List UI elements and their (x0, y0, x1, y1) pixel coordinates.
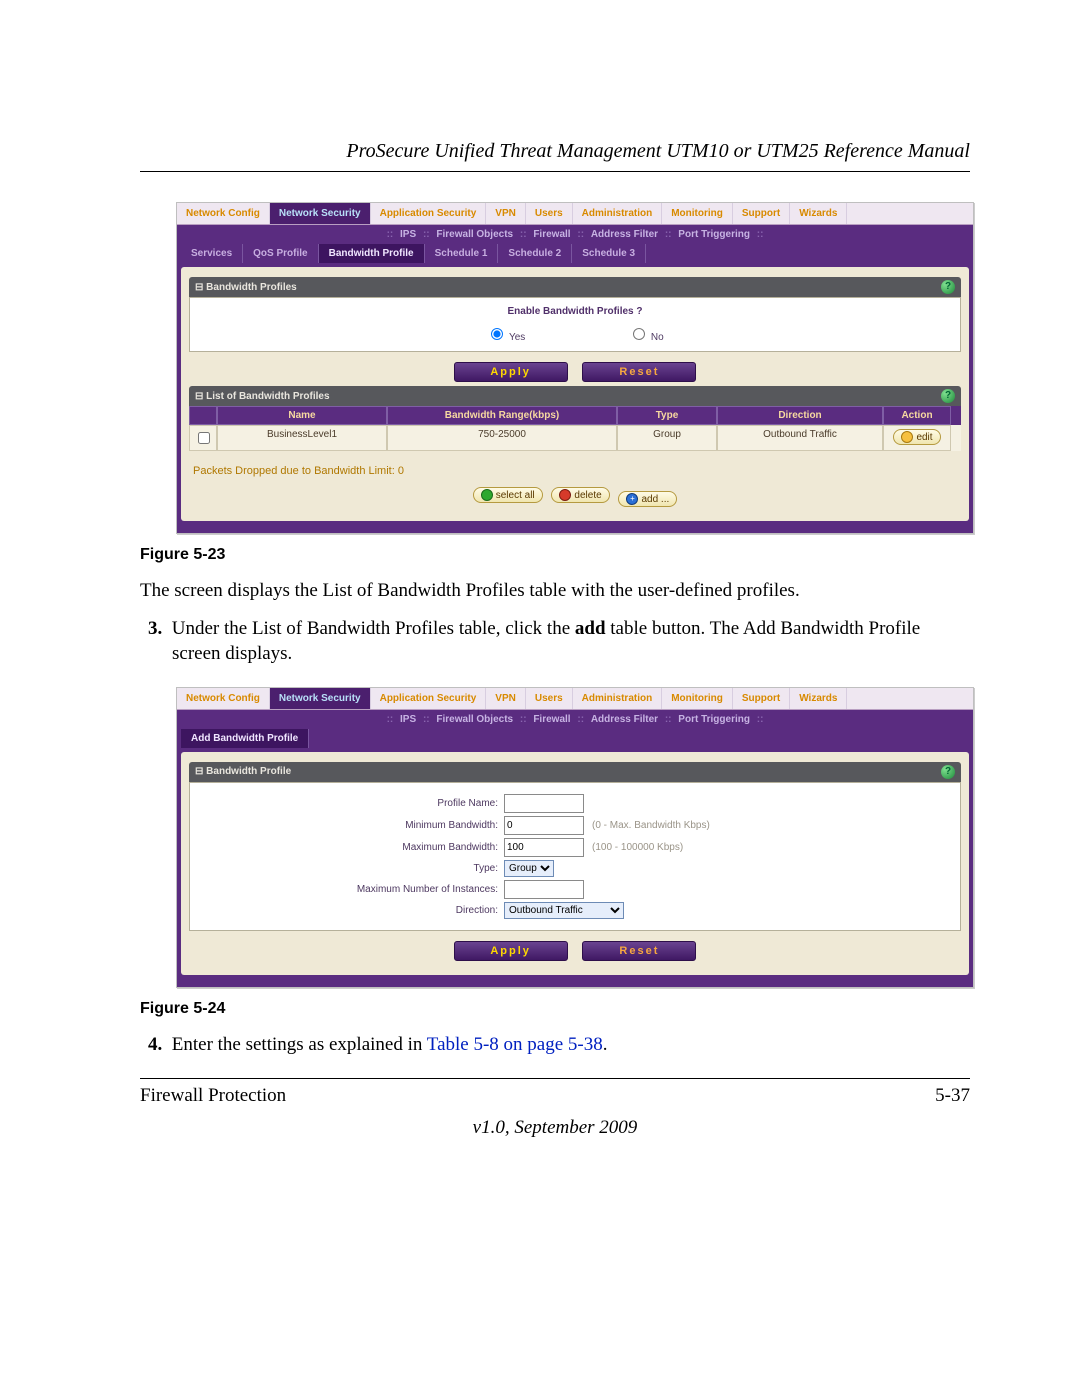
nav-vpn[interactable]: VPN (486, 203, 526, 224)
hint-min: (0 - Max. Bandwidth Kbps) (592, 820, 710, 831)
paragraph: The screen displays the List of Bandwidt… (140, 578, 970, 604)
nav-administration[interactable]: Administration (573, 688, 663, 709)
input-min-bandwidth[interactable] (504, 816, 584, 835)
nav-support[interactable]: Support (733, 203, 790, 224)
nav-wizards[interactable]: Wizards (790, 203, 847, 224)
help-icon[interactable]: ? (941, 280, 955, 294)
tab-schedule-2[interactable]: Schedule 2 (498, 244, 572, 263)
sub-nav: :: IPS :: Firewall Objects :: Firewall :… (177, 710, 973, 729)
cell-type: Group (617, 425, 717, 451)
table-link[interactable]: Table 5-8 on page 5-38 (427, 1034, 603, 1055)
label-profile-name: Profile Name: (198, 798, 504, 809)
col-direction: Direction (717, 406, 883, 425)
label-type: Type: (198, 863, 504, 874)
reset-button[interactable]: Reset (582, 941, 696, 961)
row-checkbox[interactable] (198, 432, 210, 444)
enable-question: Enable Bandwidth Profiles ? (198, 306, 952, 317)
input-max-instances[interactable] (504, 880, 584, 899)
section-bandwidth-profile: ⊟ Bandwidth Profile ? (189, 762, 961, 782)
subnav-port-triggering[interactable]: Port Triggering (678, 714, 750, 725)
tab-schedule-1[interactable]: Schedule 1 (425, 244, 499, 263)
add-button[interactable]: +add ... (618, 491, 677, 507)
subnav-ips[interactable]: IPS (400, 229, 416, 240)
nav-users[interactable]: Users (526, 688, 573, 709)
nav-users[interactable]: Users (526, 203, 573, 224)
footer-section: Firewall Protection (140, 1085, 286, 1107)
label-max-instances: Maximum Number of Instances: (198, 884, 504, 895)
subnav-firewall-objects[interactable]: Firewall Objects (436, 714, 513, 725)
subnav-address-filter[interactable]: Address Filter (591, 229, 658, 240)
input-profile-name[interactable] (504, 794, 584, 813)
label-direction: Direction: (198, 905, 504, 916)
tab-bar: Services QoS Profile Bandwidth Profile S… (181, 244, 969, 263)
sub-nav: :: IPS :: Firewall Objects :: Firewall :… (177, 225, 973, 244)
tab-schedule-3[interactable]: Schedule 3 (572, 244, 646, 263)
radio-no[interactable]: No (628, 332, 664, 343)
select-direction[interactable]: Outbound Traffic (504, 902, 624, 919)
cell-name: BusinessLevel1 (217, 425, 387, 451)
help-icon[interactable]: ? (941, 389, 955, 403)
footer-page: 5-37 (935, 1085, 970, 1107)
top-nav: Network Config Network Security Applicat… (177, 203, 973, 225)
col-name: Name (217, 406, 387, 425)
nav-monitoring[interactable]: Monitoring (662, 688, 733, 709)
nav-administration[interactable]: Administration (573, 203, 663, 224)
hint-max: (100 - 100000 Kbps) (592, 842, 683, 853)
screenshot-bandwidth-profiles: Network Config Network Security Applicat… (176, 202, 974, 534)
reset-button[interactable]: Reset (582, 362, 696, 382)
top-nav: Network Config Network Security Applicat… (177, 688, 973, 710)
subnav-port-triggering[interactable]: Port Triggering (678, 229, 750, 240)
subnav-firewall[interactable]: Firewall (533, 229, 570, 240)
nav-network-security[interactable]: Network Security (270, 203, 371, 224)
input-max-bandwidth[interactable] (504, 838, 584, 857)
nav-application-security[interactable]: Application Security (371, 688, 487, 709)
nav-network-config[interactable]: Network Config (177, 203, 270, 224)
cell-direction: Outbound Traffic (717, 425, 883, 451)
apply-button[interactable]: Apply (454, 362, 568, 382)
label-max-bandwidth: Maximum Bandwidth: (198, 842, 504, 853)
step-4: 4. Enter the settings as explained in Ta… (140, 1032, 970, 1058)
tab-qos-profile[interactable]: QoS Profile (243, 244, 318, 263)
nav-network-security[interactable]: Network Security (270, 688, 371, 709)
nav-support[interactable]: Support (733, 688, 790, 709)
table-row: BusinessLevel1 750-25000 Group Outbound … (189, 425, 961, 451)
step-3: 3. Under the List of Bandwidth Profiles … (140, 616, 970, 667)
cell-range: 750-25000 (387, 425, 617, 451)
subnav-address-filter[interactable]: Address Filter (591, 714, 658, 725)
tab-services[interactable]: Services (181, 244, 243, 263)
col-type: Type (617, 406, 717, 425)
tab-add-bandwidth-profile[interactable]: Add Bandwidth Profile (181, 729, 309, 748)
subnav-ips[interactable]: IPS (400, 714, 416, 725)
top-rule (140, 171, 970, 172)
apply-button[interactable]: Apply (454, 941, 568, 961)
nav-wizards[interactable]: Wizards (790, 688, 847, 709)
packets-dropped-label: Packets Dropped due to Bandwidth Limit: … (193, 465, 961, 477)
radio-yes[interactable]: Yes (486, 332, 525, 343)
help-icon[interactable]: ? (941, 765, 955, 779)
bottom-rule (140, 1078, 970, 1079)
subnav-firewall-objects[interactable]: Firewall Objects (436, 229, 513, 240)
select-all-button[interactable]: select all (473, 487, 543, 503)
figure-5-24-caption: Figure 5-24 (140, 1000, 970, 1018)
doc-title: ProSecure Unified Threat Management UTM1… (140, 140, 970, 163)
figure-5-23-caption: Figure 5-23 (140, 546, 970, 564)
nav-monitoring[interactable]: Monitoring (662, 203, 733, 224)
col-range: Bandwidth Range(kbps) (387, 406, 617, 425)
subnav-firewall[interactable]: Firewall (533, 714, 570, 725)
screenshot-add-bandwidth-profile: Network Config Network Security Applicat… (176, 687, 974, 988)
edit-button[interactable]: edit (893, 429, 940, 445)
nav-application-security[interactable]: Application Security (371, 203, 487, 224)
nav-vpn[interactable]: VPN (486, 688, 526, 709)
select-type[interactable]: Group (504, 860, 554, 877)
tab-bandwidth-profile[interactable]: Bandwidth Profile (319, 244, 425, 263)
nav-network-config[interactable]: Network Config (177, 688, 270, 709)
footer-version: v1.0, September 2009 (140, 1117, 970, 1139)
section-bandwidth-profiles: ⊟ Bandwidth Profiles ? (189, 277, 961, 297)
label-min-bandwidth: Minimum Bandwidth: (198, 820, 504, 831)
delete-button[interactable]: delete (551, 487, 609, 503)
table-header: Name Bandwidth Range(kbps) Type Directio… (189, 406, 961, 425)
section-list-profiles: ⊟ List of Bandwidth Profiles ? (189, 386, 961, 406)
col-action: Action (883, 406, 951, 425)
